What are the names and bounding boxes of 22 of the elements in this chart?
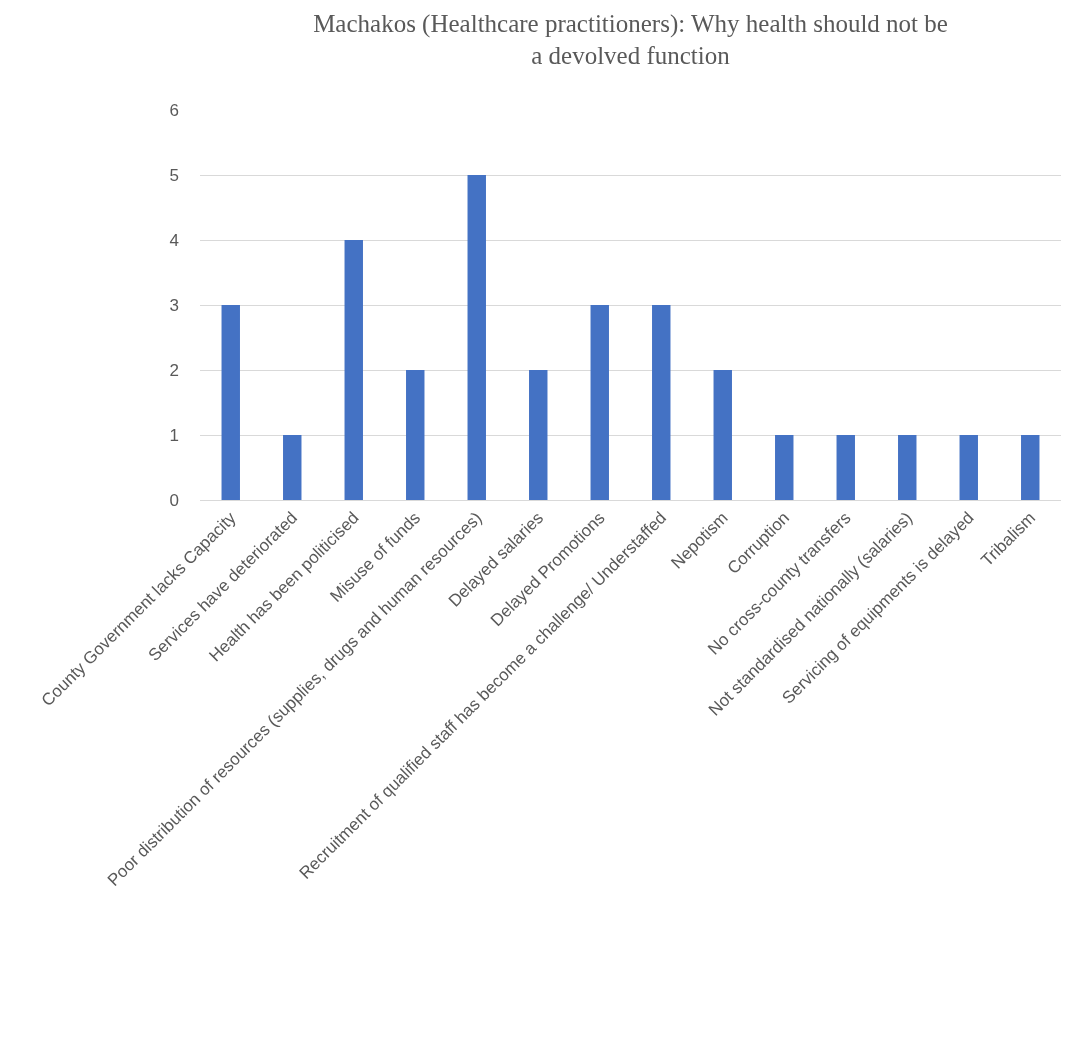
bar bbox=[344, 240, 363, 500]
bar bbox=[1021, 435, 1040, 500]
y-tick-label: 0 bbox=[169, 490, 179, 510]
bar bbox=[529, 370, 548, 500]
chart-title: Machakos (Healthcare practitioners): Why health should not be a devolved function bbox=[313, 9, 948, 69]
bar bbox=[898, 435, 917, 500]
bar bbox=[406, 370, 425, 500]
bar bbox=[652, 305, 671, 500]
y-tick-label: 4 bbox=[169, 230, 179, 250]
y-tick-label: 1 bbox=[169, 425, 179, 445]
y-tick-label: 2 bbox=[169, 360, 179, 380]
bar bbox=[590, 305, 609, 500]
y-tick-label: 6 bbox=[169, 100, 179, 120]
bar bbox=[467, 175, 486, 500]
bar bbox=[775, 435, 794, 500]
y-tick-label: 3 bbox=[169, 295, 179, 315]
bar bbox=[836, 435, 855, 500]
bar bbox=[221, 305, 240, 500]
bar bbox=[713, 370, 732, 500]
y-tick-label: 5 bbox=[169, 165, 179, 185]
bar bbox=[283, 435, 302, 500]
bar bbox=[959, 435, 978, 500]
